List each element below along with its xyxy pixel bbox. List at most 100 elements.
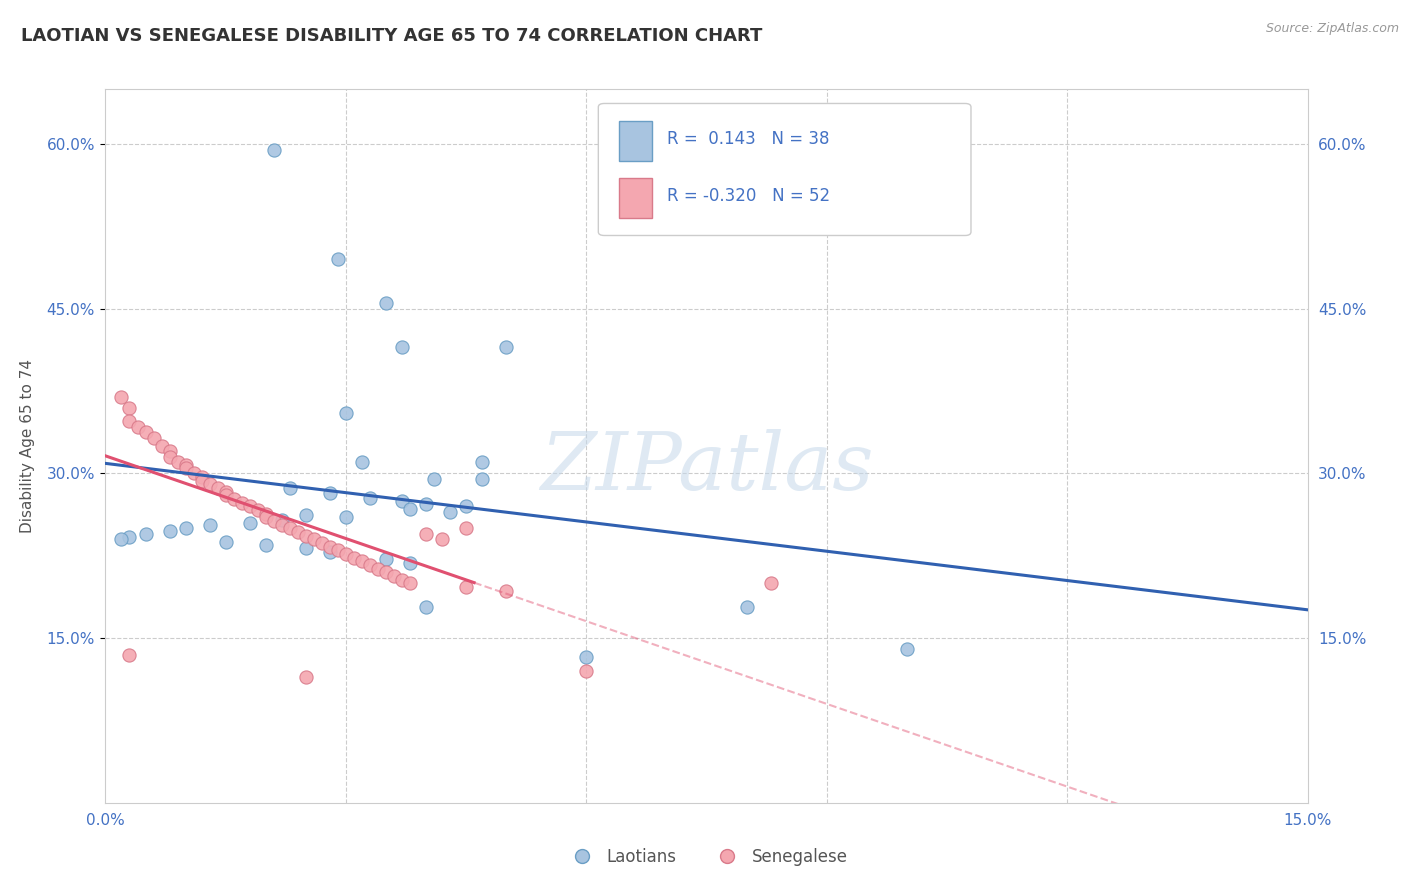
Point — [118, 401, 141, 415]
Point — [350, 554, 373, 568]
Point — [222, 491, 245, 506]
Point — [110, 533, 132, 547]
Point — [150, 439, 173, 453]
Point — [415, 497, 437, 511]
Point — [399, 576, 422, 591]
Point — [359, 558, 381, 572]
Point — [214, 488, 236, 502]
Point — [399, 501, 422, 516]
Point — [270, 518, 292, 533]
Point — [326, 252, 349, 267]
Text: LAOTIAN VS SENEGALESE DISABILITY AGE 65 TO 74 CORRELATION CHART: LAOTIAN VS SENEGALESE DISABILITY AGE 65 … — [21, 27, 762, 45]
Point — [374, 552, 398, 566]
Point — [254, 507, 277, 521]
Point — [399, 557, 422, 571]
Point — [278, 521, 301, 535]
Point — [335, 406, 357, 420]
Point — [295, 541, 318, 555]
Point — [263, 143, 285, 157]
Point — [415, 600, 437, 615]
Point — [190, 469, 212, 483]
Text: ZIPatlas: ZIPatlas — [540, 429, 873, 506]
Point — [735, 600, 758, 615]
Point — [430, 533, 453, 547]
Point — [391, 573, 413, 587]
Point — [335, 510, 357, 524]
Point — [302, 533, 325, 547]
Point — [118, 530, 141, 544]
Point — [454, 500, 477, 514]
Point — [471, 472, 494, 486]
Point — [319, 486, 342, 500]
Text: R =  0.143   N = 38: R = 0.143 N = 38 — [666, 130, 830, 148]
Point — [190, 474, 212, 488]
Point — [159, 524, 181, 538]
Point — [391, 340, 413, 354]
Point — [239, 500, 262, 514]
Point — [454, 580, 477, 594]
Point — [319, 540, 342, 554]
Point — [174, 521, 197, 535]
Point — [174, 458, 197, 472]
Point — [359, 491, 381, 505]
Point — [374, 296, 398, 310]
Point — [495, 583, 517, 598]
Point — [335, 547, 357, 561]
Point — [142, 431, 165, 445]
Point — [439, 505, 461, 519]
Bar — [619, 178, 652, 218]
Point — [374, 566, 398, 580]
Point — [759, 576, 782, 591]
Point — [391, 494, 413, 508]
Point — [263, 514, 285, 528]
Point — [295, 669, 318, 683]
Point — [311, 535, 333, 549]
Point — [135, 526, 157, 541]
Point — [254, 538, 277, 552]
FancyBboxPatch shape — [599, 103, 972, 235]
Point — [382, 568, 405, 582]
Point — [423, 472, 446, 486]
Point — [159, 450, 181, 464]
Point — [183, 467, 205, 481]
Point — [295, 508, 318, 523]
Point — [575, 649, 598, 664]
Y-axis label: Disability Age 65 to 74: Disability Age 65 to 74 — [21, 359, 35, 533]
Point — [110, 390, 132, 404]
Point — [239, 516, 262, 530]
Point — [270, 512, 292, 526]
Point — [135, 425, 157, 439]
Point — [278, 481, 301, 495]
Point — [495, 340, 517, 354]
Point — [214, 534, 236, 549]
Point — [254, 510, 277, 524]
Point — [166, 455, 188, 469]
Point — [343, 551, 366, 566]
Point — [127, 420, 149, 434]
Point — [415, 526, 437, 541]
Bar — [619, 121, 652, 161]
Text: Source: ZipAtlas.com: Source: ZipAtlas.com — [1265, 22, 1399, 36]
Point — [198, 518, 221, 533]
Point — [159, 444, 181, 458]
Point — [287, 524, 309, 539]
Point — [350, 455, 373, 469]
Point — [326, 543, 349, 558]
Point — [231, 496, 253, 510]
Point — [174, 461, 197, 475]
Text: R = -0.320   N = 52: R = -0.320 N = 52 — [666, 187, 830, 205]
Point — [471, 455, 494, 469]
Point — [118, 414, 141, 428]
Point — [295, 529, 318, 543]
Point — [896, 642, 918, 657]
Point — [367, 562, 389, 576]
Point — [454, 521, 477, 535]
Point — [118, 648, 141, 662]
Point — [575, 664, 598, 678]
Point — [207, 481, 229, 495]
Point — [319, 545, 342, 559]
Point — [246, 502, 269, 516]
Point — [198, 477, 221, 491]
Legend: Laotians, Senegalese: Laotians, Senegalese — [558, 842, 855, 873]
Point — [214, 485, 236, 500]
